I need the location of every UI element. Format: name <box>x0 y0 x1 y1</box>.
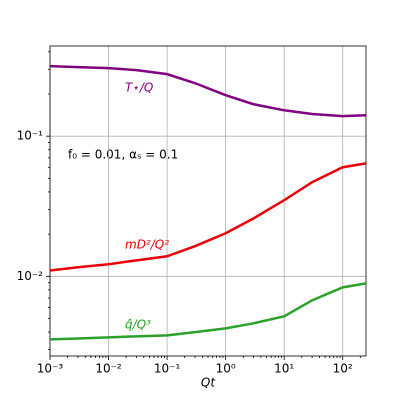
x-tick-label: 10⁻³ <box>37 362 64 376</box>
series-line <box>49 162 367 272</box>
annotation: f₀ = 0.01, αₛ = 0.1 <box>68 148 178 162</box>
x-tick-label: 10² <box>333 362 353 376</box>
x-tick-label: 10⁻² <box>95 362 122 376</box>
x-tick-label: 10⁻¹ <box>154 362 181 376</box>
x-tick-label: 10¹ <box>274 362 294 376</box>
x-axis-label: Qt <box>201 376 216 390</box>
series-label: q̂/Q³ <box>125 318 151 332</box>
series-label: T⋆/Q <box>125 81 153 95</box>
series-line <box>49 64 367 118</box>
x-tick-label: 10⁰ <box>216 362 236 376</box>
y-tick-label: 10⁻² <box>17 269 44 283</box>
y-tick-label: 10⁻¹ <box>17 129 44 143</box>
plot-frame <box>49 45 367 357</box>
series-line <box>49 282 367 341</box>
series-label: mD²/Q² <box>125 238 169 252</box>
